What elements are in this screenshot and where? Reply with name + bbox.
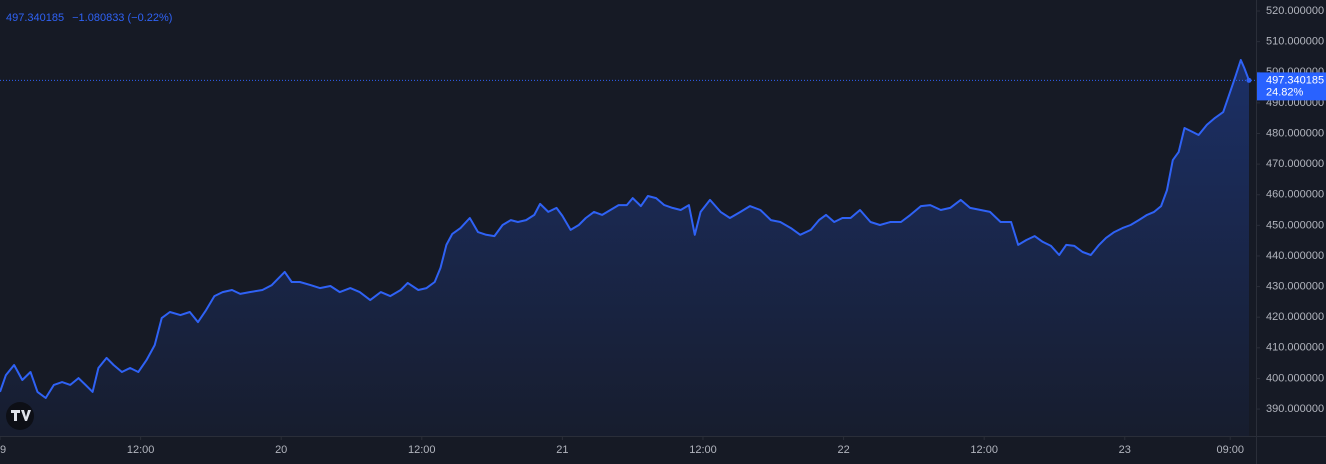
plot-area xyxy=(0,59,1256,436)
x-tick-label: 19 xyxy=(0,444,6,456)
y-tick-label: 420.000000 xyxy=(1266,311,1324,323)
y-tick-label: 450.000000 xyxy=(1266,219,1324,231)
x-tick-label: 12:00 xyxy=(408,444,436,456)
logo xyxy=(6,402,34,430)
header-change: −1.080833 (−0.22%) xyxy=(72,12,172,24)
y-tick-label: 410.000000 xyxy=(1266,342,1324,354)
x-tick-label: 09:00 xyxy=(1216,444,1244,456)
x-tick-label: 12:00 xyxy=(689,444,717,456)
y-tick-label: 390.000000 xyxy=(1266,403,1324,415)
x-tick-label: 12:00 xyxy=(970,444,998,456)
y-tick-label: 520.000000 xyxy=(1266,5,1324,17)
y-tick-label: 440.000000 xyxy=(1266,250,1324,262)
axes: 390.000000 400.000000 410.000000 420.000000… xyxy=(0,5,1326,456)
x-tick-label: 22 xyxy=(837,444,849,456)
y-tick-label: 470.000000 xyxy=(1266,158,1324,170)
y-tick-label: 460.000000 xyxy=(1266,189,1324,201)
price-badge xyxy=(1257,72,1326,101)
logo-glyph xyxy=(11,410,31,421)
x-tick-label: 21 xyxy=(556,444,568,456)
x-tick-label: 20 xyxy=(275,444,287,456)
y-tick-label: 430.000000 xyxy=(1266,280,1324,292)
area-fill xyxy=(0,60,1249,436)
y-tick-label: 510.000000 xyxy=(1266,36,1324,48)
price-line xyxy=(0,59,1250,399)
last-point xyxy=(1246,77,1252,83)
x-tick-label: 12:00 xyxy=(127,444,155,456)
price-badge-percent: 24.82% xyxy=(1266,86,1304,98)
y-tick-label: 400.000000 xyxy=(1266,372,1324,384)
price-badge-value: 497.340185 xyxy=(1266,74,1324,86)
header: 497.340185 −1.080833 (−0.22%) xyxy=(6,12,172,24)
header-price: 497.340185 xyxy=(6,12,64,24)
y-tick-label: 480.000000 xyxy=(1266,127,1324,139)
x-tick-label: 23 xyxy=(1119,444,1131,456)
logo-circle xyxy=(6,402,34,430)
